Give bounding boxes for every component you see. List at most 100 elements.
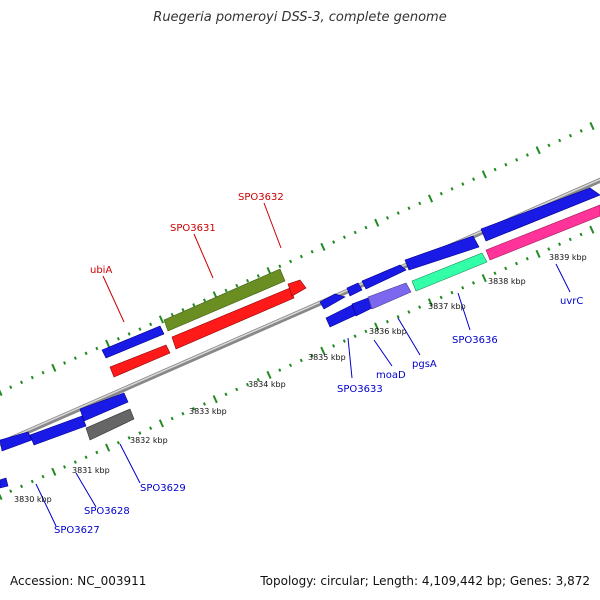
spo3628-leader: [75, 472, 97, 508]
minor-tick: [235, 387, 239, 392]
gene-ubia-bar[interactable]: [101, 325, 165, 359]
minor-tick: [310, 249, 314, 254]
minor-tick: [418, 305, 422, 309]
minor-tick: [202, 402, 206, 406]
minor-tick: [461, 182, 465, 186]
major-tick: [535, 249, 541, 258]
gene-reverse-bar[interactable]: [109, 344, 171, 378]
minor-tick: [332, 240, 336, 244]
gene-pgsa-bar[interactable]: [367, 282, 412, 310]
gene-spo3629-bar[interactable]: [85, 408, 135, 441]
major-tick: [320, 242, 326, 251]
minor-tick: [235, 283, 239, 288]
gene-label-spo3627[interactable]: SPO3627: [54, 525, 100, 536]
gene-spo3633-bar[interactable]: [325, 304, 357, 328]
major-tick: [105, 443, 111, 452]
major-tick: [266, 370, 272, 380]
minor-tick: [256, 274, 260, 278]
gene-label-spo3632[interactable]: SPO3632: [238, 192, 284, 203]
gene-uvrc-pink-bar[interactable]: [485, 204, 600, 261]
minor-tick: [493, 271, 497, 276]
gene-label-uvrc[interactable]: uvrC: [560, 296, 583, 307]
gene-label-spo3629[interactable]: SPO3629: [140, 483, 186, 494]
gene-label-spo3636[interactable]: SPO3636: [452, 335, 498, 346]
kbp-label: 3837 kbp: [428, 302, 466, 311]
gene-spo3632-bar[interactable]: [171, 287, 295, 350]
minor-tick: [450, 187, 454, 191]
minor-tick: [364, 225, 368, 230]
minor-tick: [515, 158, 519, 162]
spo3632-leader: [263, 202, 282, 249]
minor-tick: [95, 346, 99, 351]
major-tick: [589, 121, 595, 131]
minor-tick: [19, 380, 24, 385]
gene-forward-bar[interactable]: [29, 415, 87, 446]
minor-tick: [256, 378, 260, 382]
gene-spo3636-bar[interactable]: [411, 252, 488, 292]
minor-tick: [41, 370, 45, 375]
minor-tick: [149, 322, 153, 327]
spo3636-leader: [457, 292, 471, 331]
minor-tick: [407, 310, 411, 314]
major-tick: [427, 298, 433, 307]
minor-tick: [84, 351, 88, 356]
minor-tick: [579, 129, 583, 133]
major-tick: [51, 467, 57, 476]
minor-tick: [342, 339, 346, 343]
minor-tick: [504, 266, 508, 271]
gene-label-pgsa[interactable]: pgsA: [412, 359, 437, 370]
minor-tick: [525, 256, 529, 261]
minor-tick: [472, 177, 476, 181]
minor-tick: [116, 337, 120, 341]
minor-tick: [289, 259, 293, 264]
genes-bottom: [0, 204, 600, 489]
gene-label-spo3631[interactable]: SPO3631: [170, 223, 216, 234]
kbp-labels: 3830 kbp 3831 kbp 3832 kbp 3833 kbp 3834…: [14, 253, 587, 504]
minor-tick: [353, 334, 357, 338]
gene-forward-bar[interactable]: [319, 293, 346, 310]
minor-tick: [418, 201, 422, 206]
minor-tick: [579, 232, 583, 237]
kbp-label: 3834 kbp: [248, 380, 286, 389]
minor-tick: [245, 382, 250, 387]
spo3627-leader: [35, 483, 57, 527]
major-tick: [481, 170, 487, 179]
gene-forward-bar[interactable]: [404, 235, 480, 271]
minor-tick: [493, 167, 497, 172]
major-tick: [158, 419, 164, 428]
gene-forward-bar[interactable]: [79, 392, 129, 422]
minor-tick: [95, 450, 99, 455]
gene-reverse-bar[interactable]: [287, 279, 307, 297]
minor-tick: [224, 288, 228, 293]
minor-tick: [568, 237, 572, 242]
kbp-label: 3830 kbp: [14, 495, 52, 504]
minor-tick: [73, 356, 77, 360]
minor-tick: [138, 327, 142, 331]
minor-tick: [525, 153, 529, 157]
kbp-label: 3835 kbp: [308, 353, 346, 362]
minor-tick: [127, 436, 131, 440]
major-tick: [481, 274, 487, 283]
gene-forward-bar[interactable]: [0, 477, 9, 489]
gene-forward-bar[interactable]: [361, 264, 407, 290]
major-tick: [535, 146, 541, 155]
minor-tick: [385, 319, 389, 324]
minor-tick: [192, 407, 196, 411]
major-tick: [0, 493, 3, 501]
gene-label-ubia[interactable]: ubiA: [90, 265, 112, 276]
gene-spo3631-bar[interactable]: [163, 268, 286, 332]
minor-tick: [84, 455, 88, 460]
gene-label-spo3628[interactable]: SPO3628: [84, 506, 130, 517]
moad-leader: [373, 339, 393, 367]
minor-tick: [246, 278, 250, 283]
minor-tick: [170, 416, 174, 421]
ubia-leader: [102, 275, 125, 323]
gene-forward-bar[interactable]: [346, 282, 363, 297]
minor-tick: [289, 363, 293, 368]
gene-label-spo3633[interactable]: SPO3633: [337, 384, 383, 395]
minor-tick: [138, 431, 142, 435]
gene-label-moad[interactable]: moaD: [376, 370, 406, 381]
minor-tick: [30, 479, 34, 484]
gene-uvrc-bar[interactable]: [480, 187, 600, 242]
